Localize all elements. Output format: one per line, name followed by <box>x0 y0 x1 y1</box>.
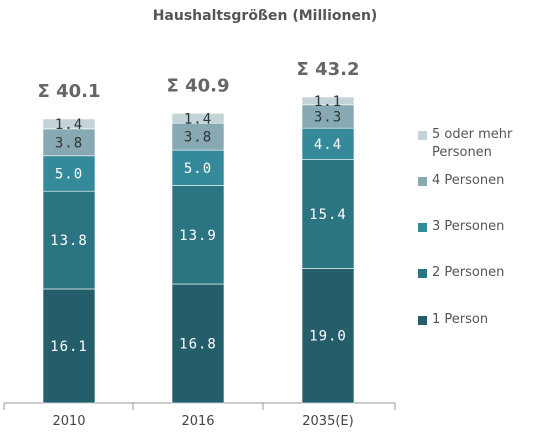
bar-segment <box>42 288 96 404</box>
segment-label: 1.4 <box>55 117 83 133</box>
legend-label: 3 Personen <box>432 219 505 234</box>
bar-segment <box>171 283 225 404</box>
bar-segment <box>42 128 96 157</box>
segment-label: 4.4 <box>314 137 342 153</box>
legend-swatch <box>418 177 427 186</box>
legend-swatch <box>418 269 427 278</box>
bar-segment <box>171 149 225 186</box>
bar-segment <box>42 118 96 130</box>
segment-label: 16.1 <box>50 339 88 355</box>
legend-label: 1 Person <box>432 312 489 327</box>
legend-label: 4 Personen <box>432 173 505 188</box>
bar-segment <box>171 122 225 151</box>
x-tick-label: 2035(E) <box>302 414 353 429</box>
segment-label: 1.1 <box>314 94 342 110</box>
bar-segment <box>42 155 96 192</box>
total-label: Σ 40.9 <box>167 75 230 96</box>
legend-swatch <box>418 223 427 232</box>
bar-segment <box>42 190 96 290</box>
segment-label: 1.4 <box>184 111 212 127</box>
segment-label: 16.8 <box>179 337 217 353</box>
x-tick-label: 2016 <box>181 414 214 429</box>
total-label: Σ 40.1 <box>38 81 101 102</box>
segment-label: 19.0 <box>309 329 347 345</box>
segment-label: 3.3 <box>314 109 342 125</box>
chart-title: Haushaltsgrößen (Millionen) <box>152 8 378 24</box>
legend-swatch <box>418 131 427 140</box>
bar-segment <box>301 127 355 160</box>
legend-label: 5 oder mehr Personen <box>432 127 513 160</box>
bar-segment <box>171 185 225 285</box>
bar-segment <box>301 159 355 269</box>
segment-label: 3.8 <box>55 135 83 151</box>
segment-label: 13.8 <box>50 233 88 249</box>
segment-label: 3.8 <box>184 130 212 146</box>
bar-segment <box>171 112 225 124</box>
segment-label: 13.9 <box>179 228 217 244</box>
legend-swatch <box>418 316 427 325</box>
segment-label: 15.4 <box>309 207 347 223</box>
legend-label: 2 Personen <box>432 265 505 280</box>
total-label: Σ 43.2 <box>297 59 360 80</box>
x-tick-label: 2010 <box>52 414 85 429</box>
segment-label: 5.0 <box>55 167 83 183</box>
bar-segment <box>301 96 355 106</box>
segment-label: 5.0 <box>184 161 212 177</box>
bar-segment <box>301 268 355 404</box>
